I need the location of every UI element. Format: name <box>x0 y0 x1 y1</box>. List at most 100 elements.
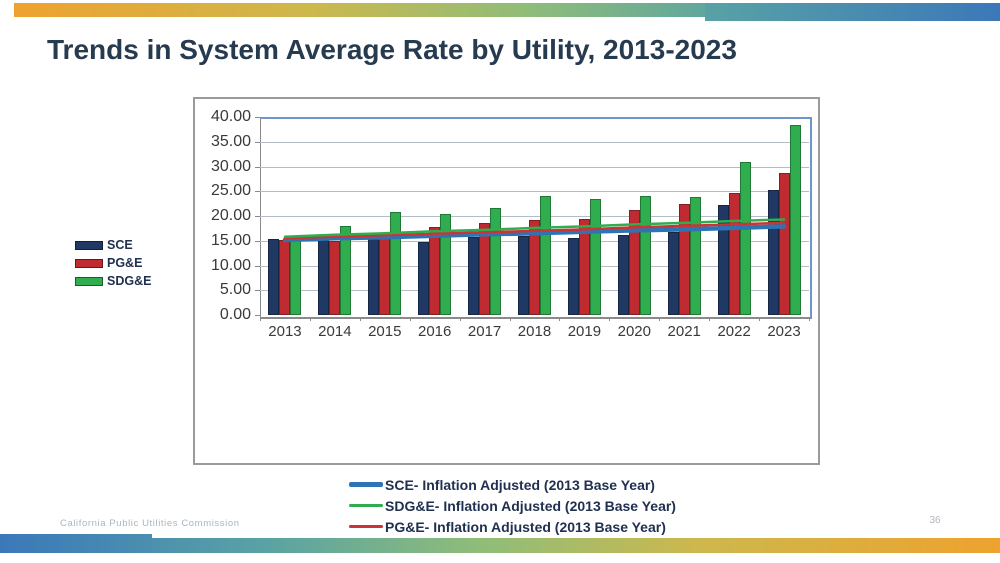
legend-item: PG&E <box>75 254 151 272</box>
legend-label: SCE <box>107 238 133 252</box>
bar-sdge-2020 <box>639 196 651 315</box>
legend-color-swatch <box>75 240 103 250</box>
trend-line-pge <box>283 221 786 240</box>
bar-series-legend: SCE PG&E SDG&E <box>75 236 151 290</box>
x-axis-tick <box>359 317 361 321</box>
bar-pge-2016 <box>429 227 441 315</box>
bottom-gradient-bar <box>0 538 1000 553</box>
bar-pge-2014 <box>329 240 341 315</box>
y-axis-tick <box>255 265 260 267</box>
y-axis-tick-label: 5.00 <box>219 281 251 299</box>
bar-sce-2020 <box>617 234 629 315</box>
trend-line-sce <box>282 224 787 243</box>
legend-label: PG&E <box>107 256 143 270</box>
bar-sce-2018 <box>518 235 529 315</box>
x-axis-tick <box>559 317 561 321</box>
bar-sce-2021 <box>667 232 679 315</box>
legend-item: PG&E- Inflation Adjusted (2013 Base Year… <box>349 516 676 537</box>
x-axis-label: 2018 <box>517 323 552 340</box>
x-axis-label: 2021 <box>667 323 701 340</box>
y-axis-tick-label: 0.00 <box>219 306 251 323</box>
line-series-legend: SCE- Inflation Adjusted (2013 Base Year)… <box>349 474 676 537</box>
legend-item: SDG&E <box>75 272 151 290</box>
y-axis-tick <box>255 315 260 316</box>
gridline <box>260 191 809 193</box>
x-axis-tick <box>459 317 461 321</box>
x-axis-tick <box>709 317 711 321</box>
bar-sdge-2022 <box>739 161 751 315</box>
bar-sdge-2014 <box>340 225 352 315</box>
y-axis-tick <box>255 216 260 217</box>
page-title: Trends in System Average Rate by Utility… <box>47 34 737 65</box>
bar-sce-2022 <box>717 205 729 315</box>
legend-label: PG&E- Inflation Adjusted (2013 Base Year… <box>385 518 666 535</box>
x-axis-label: 2015 <box>368 323 402 340</box>
bar-sdge-2019 <box>589 198 601 315</box>
bar-pge-2018 <box>529 220 540 315</box>
chart-frame: 40.00 35.00 30.00 25.00 20.00 15.00 10.00 5.00 0… <box>193 97 820 465</box>
y-axis-tick-label: 35.00 <box>210 132 251 150</box>
legend-line-swatch <box>349 504 383 507</box>
x-axis-label: 2017 <box>467 323 502 340</box>
page-number: 36 <box>929 515 941 526</box>
bar-sdge-2015 <box>390 212 402 315</box>
bar-pge-2022 <box>728 192 740 315</box>
y-axis-tick <box>255 117 260 118</box>
bar-sce-2016 <box>418 241 430 315</box>
y-axis-tick-label: 10.00 <box>210 256 251 274</box>
x-axis-label: 2023 <box>767 323 801 340</box>
gridline <box>260 141 809 143</box>
x-axis-tick <box>409 317 411 321</box>
y-axis-tick-label: 15.00 <box>210 231 251 249</box>
bar-sce-2017 <box>468 237 480 315</box>
plot-area <box>260 117 812 319</box>
x-axis-tick <box>609 317 611 321</box>
x-axis-label: 2013 <box>268 323 302 340</box>
y-axis-tick-label: 30.00 <box>210 157 251 175</box>
x-axis-label: 2022 <box>717 323 751 340</box>
bar-sce-2019 <box>567 238 579 315</box>
legend-item: SDG&E- Inflation Adjusted (2013 Base Yea… <box>349 495 676 516</box>
footer-text: California Public Utilities Commission <box>60 518 240 529</box>
bar-sdge-2017 <box>490 208 502 315</box>
x-axis-label: 2014 <box>318 323 352 340</box>
bar-sce-2023 <box>767 190 779 315</box>
x-axis-tick <box>509 317 511 321</box>
gridline <box>260 216 809 217</box>
x-axis-label: 2020 <box>617 323 651 340</box>
x-axis-tick <box>759 317 761 321</box>
y-axis-tick <box>255 166 260 168</box>
y-axis-tick <box>255 191 260 193</box>
inflation-adjusted-trend-lines <box>282 218 787 243</box>
x-axis-tick <box>309 317 311 321</box>
y-axis-tick <box>255 141 260 143</box>
trend-line-sdge <box>283 218 786 239</box>
legend-label: SDG&E- Inflation Adjusted (2013 Base Yea… <box>385 497 676 514</box>
bar-pge-2021 <box>678 204 690 315</box>
bar-sdge-2018 <box>540 196 551 315</box>
legend-color-swatch <box>75 258 103 268</box>
x-axis-label: 2016 <box>417 323 452 340</box>
bar-pge-2017 <box>479 223 491 315</box>
legend-label: SDG&E <box>107 274 152 288</box>
bottom-gradient-bar-left-segment <box>0 534 152 553</box>
x-axis-label: 2019 <box>567 323 602 340</box>
y-axis-tick-label: 40.00 <box>210 108 251 125</box>
x-axis-tick <box>809 317 810 321</box>
bar-pge-2023 <box>778 173 790 315</box>
legend-line-swatch <box>349 525 383 528</box>
y-axis-tick-label: 25.00 <box>210 182 251 200</box>
y-axis-tick <box>255 240 260 242</box>
x-axis-tick <box>260 317 261 321</box>
bar-sdge-2023 <box>789 124 801 315</box>
gridline <box>260 166 809 168</box>
top-gradient-bar-right-segment <box>705 3 1000 21</box>
legend-item: SCE <box>75 236 151 254</box>
bar-sdge-2021 <box>689 196 701 315</box>
y-axis-tick-label: 20.00 <box>210 207 251 224</box>
legend-item: SCE- Inflation Adjusted (2013 Base Year) <box>349 474 676 495</box>
bar-pge-2020 <box>628 209 640 315</box>
y-axis-tick <box>255 290 260 292</box>
legend-label: SCE- Inflation Adjusted (2013 Base Year) <box>385 476 655 493</box>
